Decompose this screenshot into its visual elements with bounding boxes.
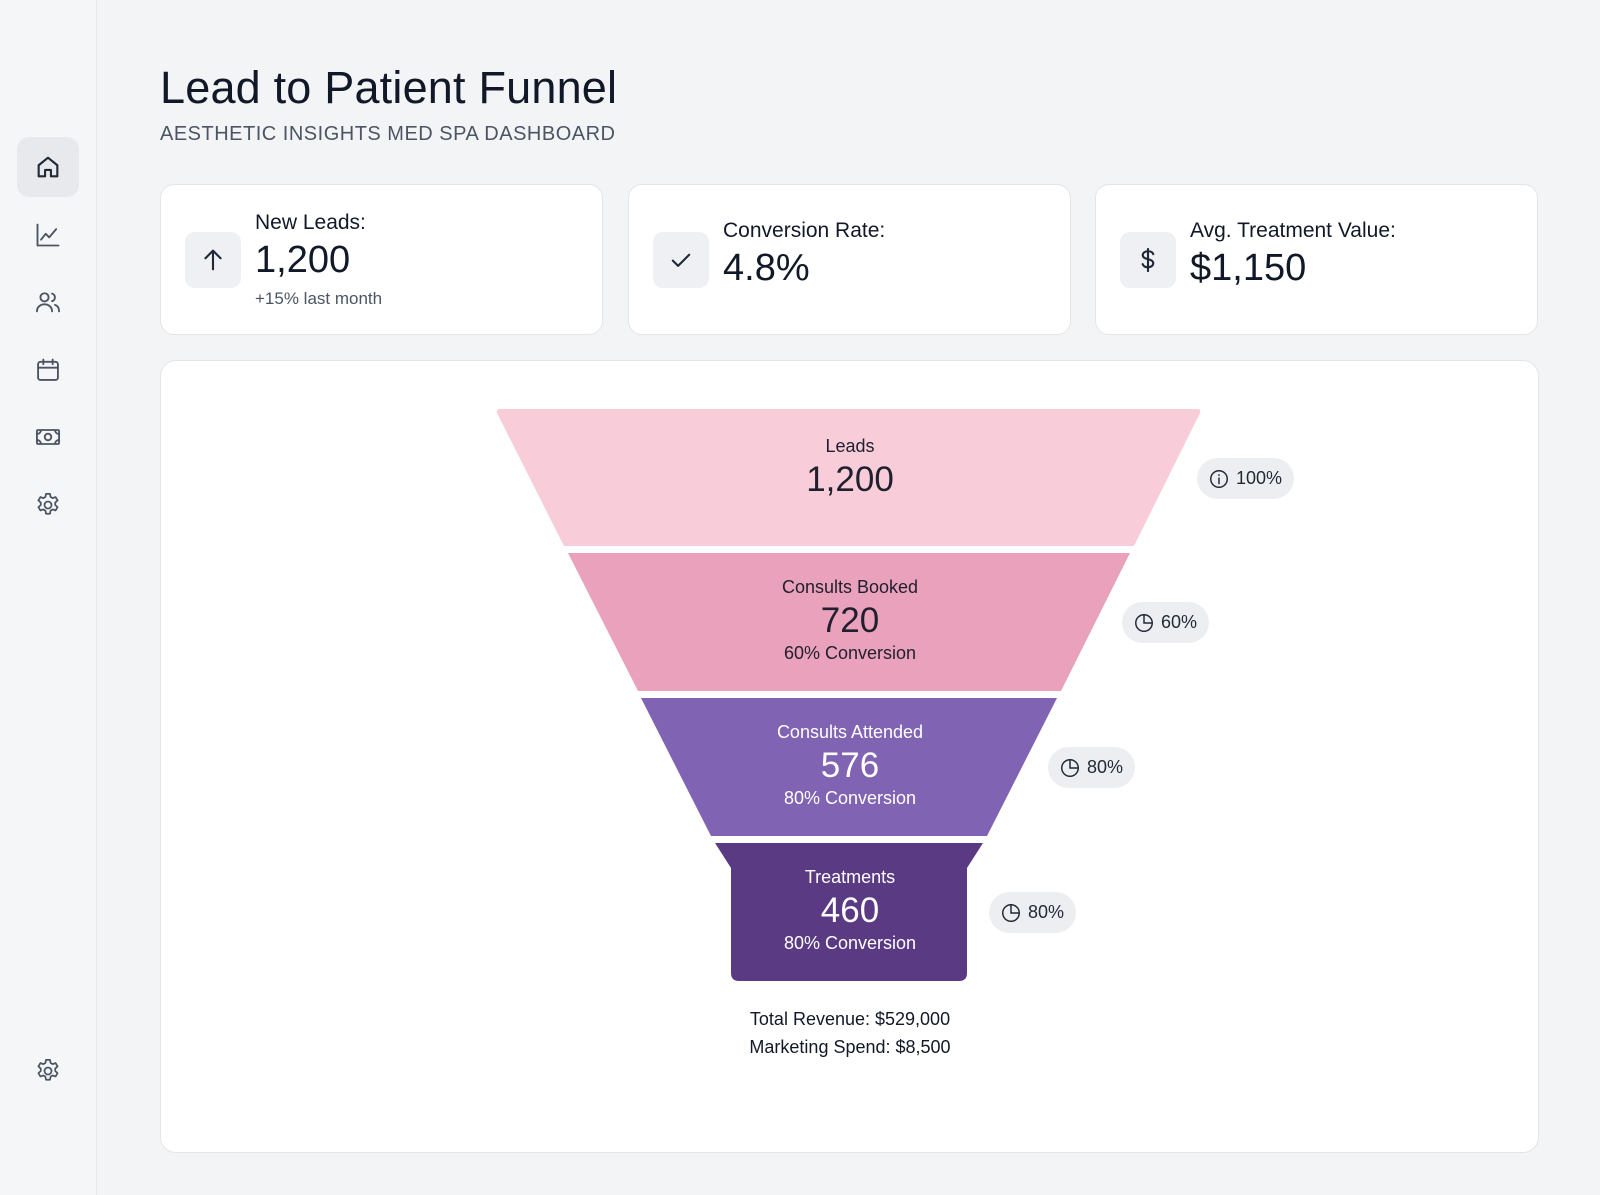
gear-icon xyxy=(37,493,59,515)
arrow-up-icon xyxy=(204,249,222,271)
kpi-icon-box xyxy=(1120,232,1176,288)
gear-icon xyxy=(37,1059,59,1081)
nav-home[interactable] xyxy=(17,137,79,197)
pie-chart-icon xyxy=(1135,613,1153,632)
info-icon xyxy=(1210,469,1228,488)
total-revenue: Total Revenue: $529,000 xyxy=(749,1009,951,1029)
nav-calendar[interactable] xyxy=(17,340,79,400)
funnel-segment-leads[interactable] xyxy=(496,409,1201,546)
funnel-stage-leads: Leads 1,200 xyxy=(650,436,1050,500)
funnel-panel: Leads 1,200 Consults Booked 720 60% Conv… xyxy=(160,360,1539,1153)
funnel-segment-consults-booked[interactable] xyxy=(568,553,1130,691)
stage-name: Treatments xyxy=(804,867,896,887)
kpi-value: 1,200 xyxy=(255,239,351,281)
pill-value: 80% xyxy=(1028,902,1065,922)
kpi-card-new-leads: New Leads: 1,200 +15% last month xyxy=(160,184,603,335)
pie-chart-icon xyxy=(1002,903,1020,922)
kpi-label: Avg. Treatment Value: xyxy=(1190,219,1396,242)
stage-value: 1,200 xyxy=(806,460,894,499)
funnel-stage-treatments: Treatments 460 80% Conversion xyxy=(650,867,1050,954)
nav-billing[interactable] xyxy=(17,407,79,467)
kpi-value: 4.8% xyxy=(723,247,810,289)
funnel-stage-consults-booked: Consults Booked 720 60% Conversion xyxy=(650,577,1050,664)
kpi-card-conversion-rate: Conversion Rate: 4.8% xyxy=(628,184,1071,335)
nav-settings[interactable] xyxy=(17,475,79,535)
funnel-chart xyxy=(496,409,1201,981)
pill-value: 80% xyxy=(1087,757,1124,777)
stage-conversion: 80% Conversion xyxy=(783,933,917,953)
stage-conversion: 60% Conversion xyxy=(783,643,917,663)
home-icon xyxy=(37,156,59,178)
kpi-note: +15% last month xyxy=(255,289,383,308)
kpi-icon-box xyxy=(653,232,709,288)
pill-value: 60% xyxy=(1161,612,1198,632)
stage-pill-consults-booked: 60% xyxy=(1122,602,1210,643)
nav-analytics[interactable] xyxy=(17,205,79,265)
users-icon xyxy=(35,292,61,313)
stage-name: Leads xyxy=(825,436,875,456)
kpi-icon-box xyxy=(185,232,241,288)
funnel-stage-consults-attended: Consults Attended 576 80% Conversion xyxy=(650,722,1050,809)
stage-value: 720 xyxy=(820,601,880,640)
stage-value: 460 xyxy=(820,891,880,930)
nav-patients[interactable] xyxy=(17,272,79,332)
stage-conversion: 80% Conversion xyxy=(783,788,917,808)
kpi-label: Conversion Rate: xyxy=(723,219,886,242)
funnel-summary: Total Revenue: $529,000 Marketing Spend:… xyxy=(650,1005,1050,1061)
stage-name: Consults Attended xyxy=(776,722,924,742)
kpi-card-avg-treatment-value: Avg. Treatment Value: $1,150 xyxy=(1095,184,1538,335)
pie-chart-icon xyxy=(1061,758,1079,777)
stage-pill-consults-attended: 80% xyxy=(1048,747,1136,788)
chart-line-icon xyxy=(36,223,60,247)
page-subtitle: AESTHETIC INSIGHTS MED SPA DASHBOARD xyxy=(160,123,616,145)
stage-pill-treatments: 80% xyxy=(989,892,1077,933)
stage-name: Consults Booked xyxy=(781,577,919,597)
banknote-icon xyxy=(35,429,61,445)
nav-bottom-settings[interactable] xyxy=(17,1041,79,1101)
sidebar xyxy=(0,0,97,1195)
funnel-segment-consults-attended[interactable] xyxy=(641,698,1057,836)
marketing-spend: Marketing Spend: $8,500 xyxy=(749,1037,951,1057)
funnel-segment-treatments[interactable] xyxy=(715,843,983,981)
stage-value: 576 xyxy=(820,746,880,785)
kpi-label: New Leads: xyxy=(255,211,366,234)
calendar-icon xyxy=(37,358,59,381)
dollar-icon xyxy=(1141,247,1155,273)
stage-pill-leads: 100% xyxy=(1197,458,1295,499)
page-title: Lead to Patient Funnel xyxy=(160,62,618,113)
check-icon xyxy=(671,253,691,267)
pill-value: 100% xyxy=(1236,468,1283,488)
kpi-value: $1,150 xyxy=(1190,247,1307,289)
